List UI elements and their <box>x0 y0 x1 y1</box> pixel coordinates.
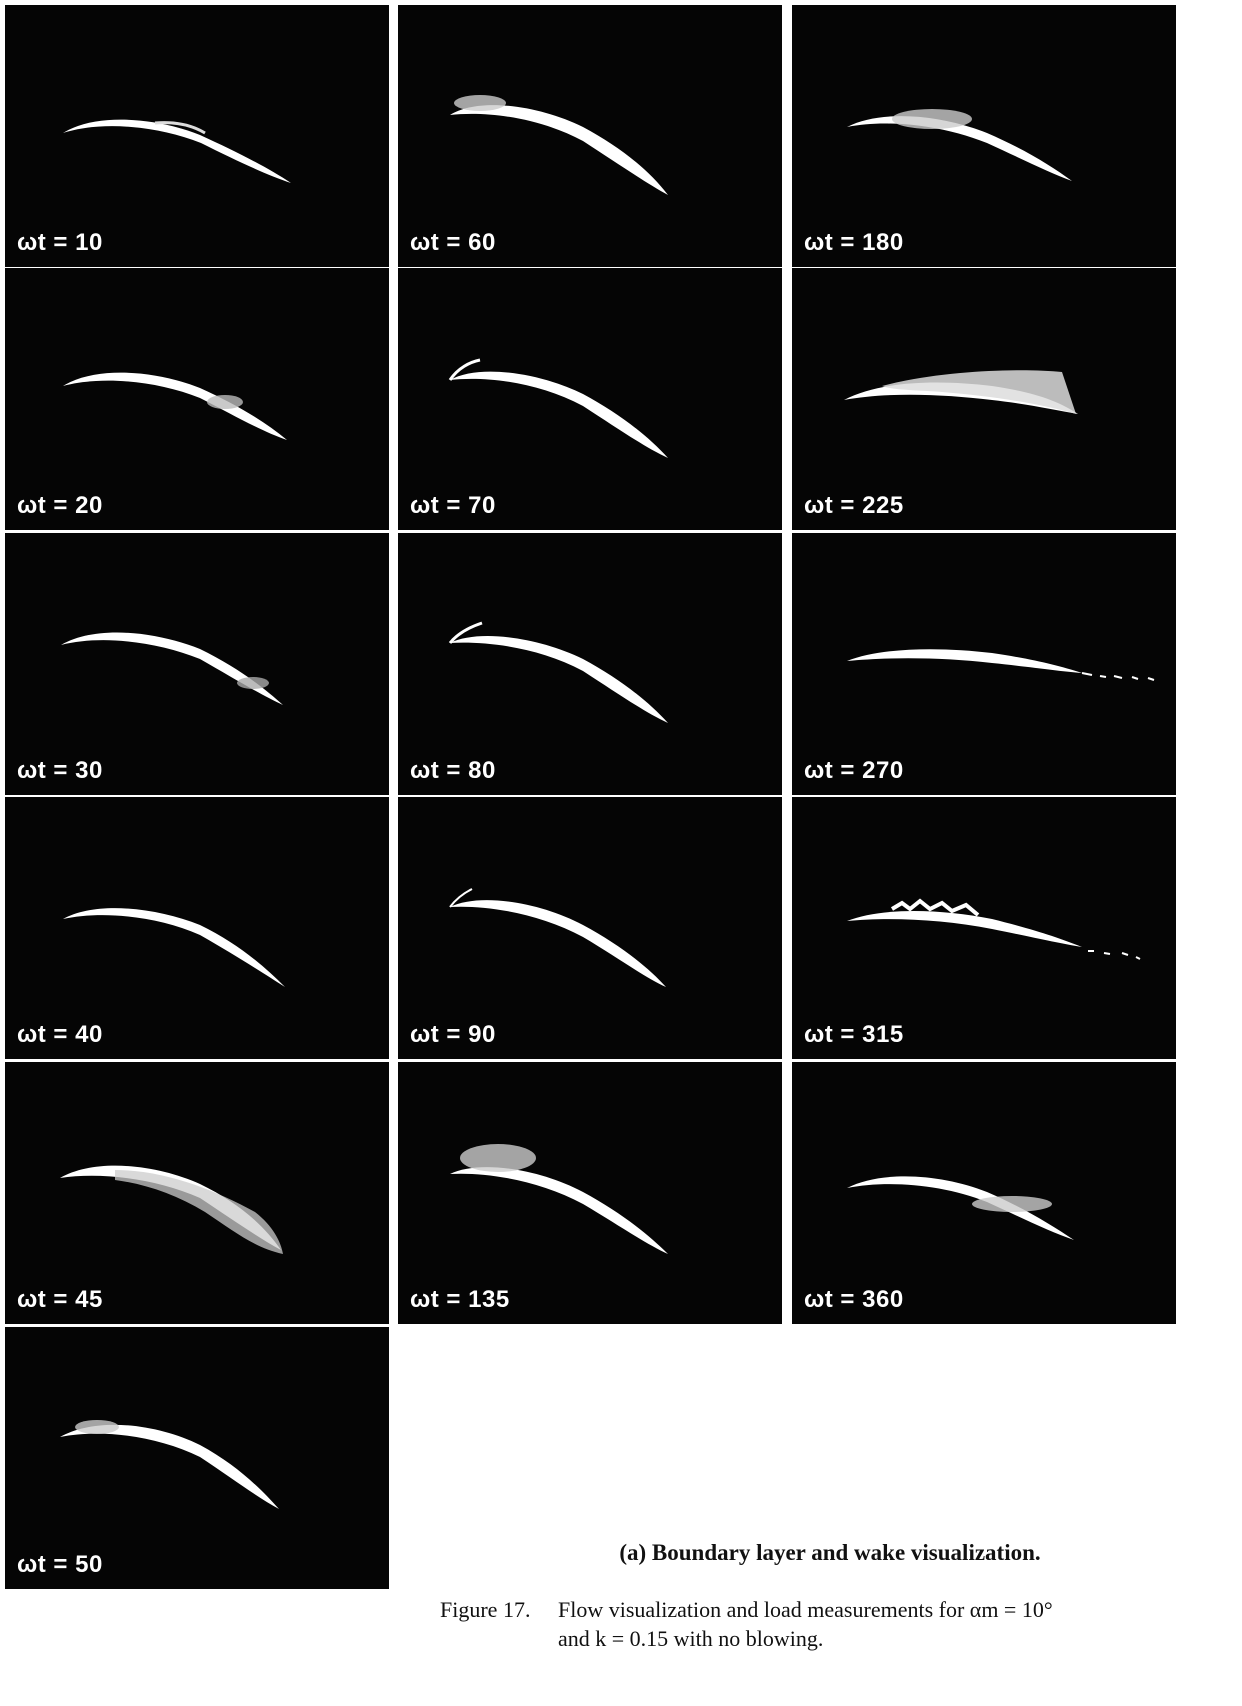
flow-panel-wt-315: ωt = 315 <box>792 797 1176 1059</box>
time-label: ωt = 30 <box>17 757 103 784</box>
flow-panel-wt-270: ωt = 270 <box>792 533 1176 795</box>
figure-number: Figure 17. <box>440 1597 531 1622</box>
airfoil-image <box>450 95 668 195</box>
time-label: ωt = 80 <box>410 757 496 784</box>
airfoil-image <box>847 649 1155 681</box>
figure-caption: Figure 17. Flow visualization and load me… <box>440 1595 1240 1653</box>
airfoil-image <box>847 1176 1074 1240</box>
airfoil-image <box>63 119 291 183</box>
flow-panel-wt-90: ωt = 90 <box>398 797 782 1059</box>
airfoil-image <box>448 358 668 458</box>
airfoil-image <box>847 898 1141 960</box>
time-label: ωt = 270 <box>804 757 904 784</box>
flow-panel-wt-135: ωt = 135 <box>398 1062 782 1324</box>
time-label: ωt = 20 <box>17 492 103 519</box>
airfoil-image <box>847 109 1072 181</box>
time-label: ωt = 180 <box>804 229 904 256</box>
flow-panel-wt-40: ωt = 40 <box>5 797 389 1059</box>
airfoil-image <box>844 370 1078 414</box>
time-label: ωt = 50 <box>17 1551 103 1578</box>
flow-panel-wt-225: ωt = 225 <box>792 268 1176 530</box>
time-label: ωt = 135 <box>410 1286 510 1313</box>
airfoil-image <box>448 621 668 723</box>
time-label: ωt = 315 <box>804 1021 904 1048</box>
flow-panel-wt-30: ωt = 30 <box>5 533 389 795</box>
flow-panel-wt-80: ωt = 80 <box>398 533 782 795</box>
caption-line-1: Flow visualization and load measurements… <box>558 1597 1053 1622</box>
flow-panel-wt-60: ωt = 60 <box>398 5 782 267</box>
airfoil-image <box>60 1420 279 1509</box>
airfoil-image <box>63 372 287 440</box>
flow-panel-wt-20: ωt = 20 <box>5 268 389 530</box>
flow-panel-wt-50: ωt = 50 <box>5 1327 389 1589</box>
time-label: ωt = 40 <box>17 1021 103 1048</box>
airfoil-image <box>61 632 283 705</box>
airfoil-image <box>60 1165 283 1254</box>
time-label: ωt = 10 <box>17 229 103 256</box>
airfoil-image <box>449 888 666 987</box>
flow-panel-wt-70: ωt = 70 <box>398 268 782 530</box>
airfoil-image <box>450 1144 668 1254</box>
flow-panel-wt-180: ωt = 180 <box>792 5 1176 267</box>
subfigure-caption: (a) Boundary layer and wake visualizatio… <box>619 1540 1041 1565</box>
time-label: ωt = 60 <box>410 229 496 256</box>
flow-panel-wt-360: ωt = 360 <box>792 1062 1176 1324</box>
airfoil-image <box>63 908 285 987</box>
time-label: ωt = 45 <box>17 1286 103 1313</box>
time-label: ωt = 225 <box>804 492 904 519</box>
flow-panel-wt-45: ωt = 45 <box>5 1062 389 1324</box>
flow-panel-wt-10: ωt = 10 <box>5 5 389 267</box>
time-label: ωt = 70 <box>410 492 496 519</box>
time-label: ωt = 360 <box>804 1286 904 1313</box>
caption-line-2: and k = 0.15 with no blowing. <box>558 1626 824 1651</box>
time-label: ωt = 90 <box>410 1021 496 1048</box>
